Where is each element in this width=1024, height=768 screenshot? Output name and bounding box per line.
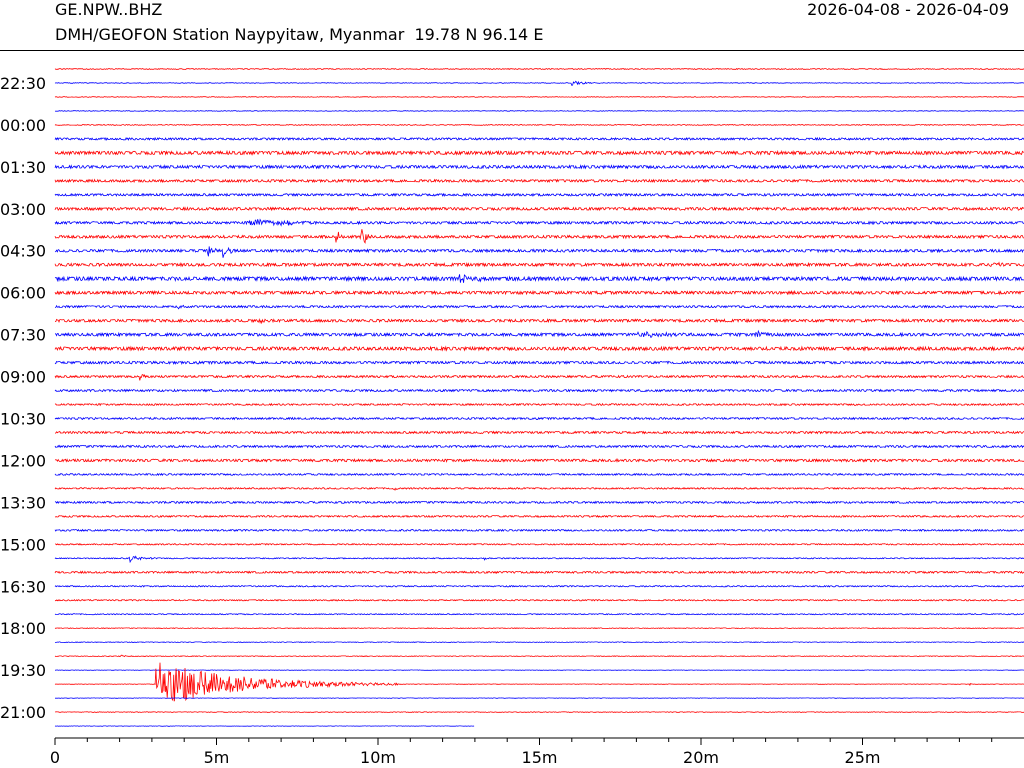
x-tick-label: 0 (50, 748, 60, 767)
trace-44 (54, 662, 1024, 702)
trace-21 (54, 360, 1024, 365)
x-tick-label: 25m (845, 748, 881, 767)
trace-31 (54, 500, 1024, 505)
trace-30 (54, 486, 1024, 491)
trace-22 (54, 373, 1024, 381)
y-tick-label: 04:30 (0, 242, 46, 261)
x-tick-label: 10m (360, 748, 396, 767)
trace-12 (54, 229, 1024, 244)
x-tick-label: 20m (683, 748, 719, 767)
trace-13 (54, 246, 1024, 258)
trace-20 (54, 345, 1024, 352)
trace-35 (54, 555, 1024, 564)
y-tick-label: 10:30 (0, 410, 46, 429)
trace-23 (54, 388, 1024, 393)
y-tick-label: 21:00 (0, 703, 46, 722)
trace-41 (54, 641, 1024, 643)
trace-42 (54, 654, 1024, 658)
trace-29 (54, 472, 1024, 477)
trace-32 (54, 514, 1024, 519)
trace-28 (54, 458, 1024, 463)
trace-17 (54, 304, 1024, 310)
y-tick-label: 09:00 (0, 368, 46, 387)
trace-36 (54, 570, 1024, 575)
trace-18 (55, 317, 1024, 325)
y-tick-label: 01:30 (0, 158, 46, 177)
trace-39 (54, 613, 1024, 616)
trace-34 (55, 543, 1024, 546)
trace-1 (54, 80, 1024, 86)
y-tick-label: 13:30 (0, 493, 46, 512)
trace-46 (54, 711, 1024, 713)
trace-9 (54, 192, 1024, 197)
y-axis: 22:30 00:00 01:30 03:00 04:30 06:00 07:30 09:00… (0, 74, 46, 722)
station-code: GE.NPW..BHZ (55, 0, 163, 19)
y-tick-label: 16:30 (0, 577, 46, 596)
trace-11 (54, 218, 1024, 227)
trace-38 (54, 598, 1024, 602)
x-axis: 0 5m 10m 15m 20m 25m (50, 737, 1024, 767)
trace-2 (54, 96, 1024, 98)
trace-24 (54, 402, 1024, 407)
trace-4 (54, 123, 1024, 126)
y-tick-label: 15:00 (0, 535, 46, 554)
y-tick-label: 06:00 (0, 284, 46, 303)
trace-25 (54, 416, 1024, 421)
trace-19 (55, 329, 1024, 338)
x-tick-label: 5m (204, 748, 230, 767)
date-range: 2026-04-08 - 2026-04-09 (807, 0, 1009, 19)
trace-14 (54, 261, 1024, 268)
trace-8 (54, 178, 1024, 184)
x-tick-label: 15m (522, 748, 558, 767)
y-tick-label: 12:00 (0, 451, 46, 470)
y-tick-label: 07:30 (0, 326, 46, 345)
y-tick-label: 00:00 (0, 116, 46, 135)
trace-group (54, 68, 1024, 727)
trace-26 (55, 430, 1024, 435)
trace-27 (54, 444, 1024, 449)
trace-0 (54, 68, 1024, 70)
trace-5 (54, 136, 1024, 141)
trace-40 (54, 627, 1024, 629)
trace-7 (54, 164, 1024, 170)
trace-6 (54, 149, 1024, 156)
y-tick-label: 22:30 (0, 74, 46, 93)
y-tick-label: 19:30 (0, 661, 46, 680)
y-tick-label: 18:00 (0, 619, 46, 638)
y-tick-label: 03:00 (0, 200, 46, 219)
trace-37 (54, 585, 1024, 588)
trace-10 (54, 206, 1024, 212)
trace-3 (54, 110, 1024, 112)
trace-33 (54, 528, 1024, 532)
station-description: DMH/GEOFON Station Naypyitaw, Myanmar 19… (55, 25, 544, 44)
trace-15 (54, 274, 1024, 283)
trace-16 (54, 289, 1024, 296)
